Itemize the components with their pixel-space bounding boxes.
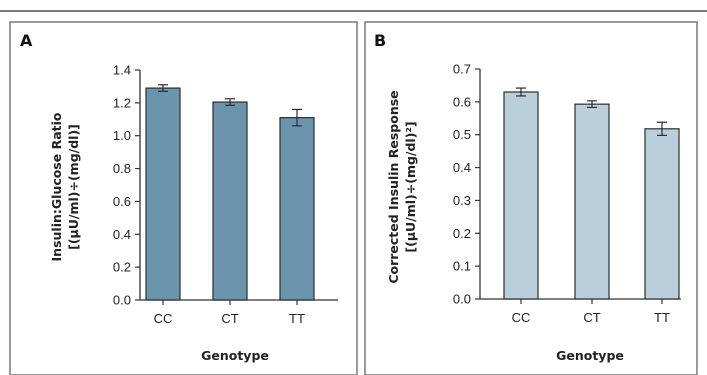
panel-b-ytick-label: 0.6 [453,94,471,109]
panel-b-x-axis-title: Genotype [556,348,624,363]
panel-b-plot: 0.0 0.1 0.2 0.3 0.4 0.5 0.6 0.7 CC CT TT [453,62,681,325]
panel-b: B Corrected Insulin Response [(μU/ml)÷(m… [374,31,681,363]
panel-b-xtick-label-tt: TT [654,310,670,325]
panel-a-ylabel-line1: Insulin:Glucose Ratio [49,112,64,261]
panel-b-ylabel-line2: [(μU/ml)÷(mg/dl)²] [403,121,418,252]
panel-a-ytick-label: 0.6 [113,194,131,209]
panel-b-bar-ct [574,103,610,300]
panel-a-bar-cc [145,87,181,301]
panel-b-ytick-label: 0.0 [453,292,471,307]
panel-b-ytick-label: 0.4 [453,160,471,175]
panel-b-ytick-label: 0.1 [453,259,471,274]
panel-a-ytick-label: 0.4 [113,227,131,242]
panel-a-ytick-label: 0.0 [113,293,131,308]
panel-a-ytick-label: 0.8 [113,161,131,176]
panel-a-letter: A [20,31,33,50]
panel-a-ytick-label: 1.0 [113,128,131,143]
panel-b-y-axis-title: Corrected Insulin Response [(μU/ml)÷(mg/… [386,90,418,283]
panel-b-ytick-label: 0.5 [453,127,471,142]
panel-a-ylabel-line2: [(μU/ml)÷(mg/dl)] [66,124,81,250]
panel-a-bar-tt [279,117,315,301]
panel-b-bar-tt [644,128,680,300]
panel-b-ytick-label: 0.2 [453,226,471,241]
panel-a-frame [9,21,358,375]
panel-a-ytick-label: 0.2 [113,260,131,275]
panel-b-ytick-label: 0.7 [453,62,471,77]
panel-a-plot: 0.0 0.2 0.4 0.6 0.8 1.0 1.2 1.4 CC CT TT [113,63,338,326]
panel-b-letter: B [374,31,386,50]
panel-a-x-axis-title: Genotype [201,348,269,363]
panel-a: A Insulin:Glucose Ratio [(μU/ml)÷(mg/dl)… [20,31,338,363]
panel-b-xtick-label-cc: CC [512,310,531,325]
panel-a-bar-ct [212,101,248,301]
panel-a-ytick-label: 1.4 [113,63,131,78]
panel-b-xtick-label-ct: CT [583,310,600,325]
panel-a-xtick-label-cc: CC [154,311,173,326]
panel-b-ytick-label: 0.3 [453,193,471,208]
panel-a-ytick-label: 1.2 [113,95,131,110]
panel-b-frame [364,21,698,375]
panel-a-y-axis-title: Insulin:Glucose Ratio [(μU/ml)÷(mg/dl)] [49,112,81,261]
panel-a-xtick-label-tt: TT [289,311,305,326]
panel-a-xtick-label-ct: CT [221,311,238,326]
panel-b-bar-cc [503,91,539,300]
panel-b-ylabel-line1: Corrected Insulin Response [386,90,401,283]
